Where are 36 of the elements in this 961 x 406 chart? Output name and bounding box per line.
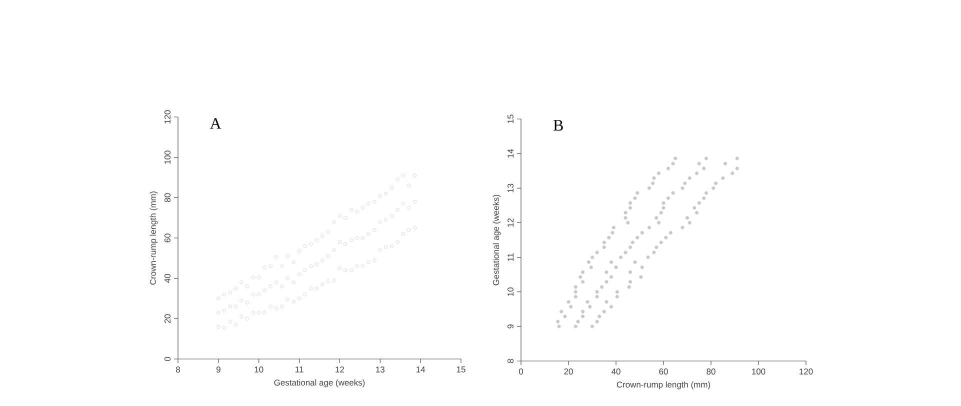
x-tick-label: 12 bbox=[336, 366, 344, 372]
x-tick-label: 10 bbox=[254, 366, 264, 373]
y-tick-label: 8 bbox=[508, 359, 514, 363]
y-tick-label: 40 bbox=[164, 274, 170, 283]
x-tick-label: 9 bbox=[216, 366, 220, 373]
x-tick-label: 14 bbox=[416, 366, 426, 372]
y-tick-label: 100 bbox=[164, 150, 170, 164]
y-tick-label: 0 bbox=[164, 356, 170, 362]
y-tick-label: 15 bbox=[508, 114, 514, 124]
x-tick-label: 0 bbox=[518, 368, 524, 375]
y-tick-label: 120 bbox=[164, 110, 170, 124]
annotation: B bbox=[553, 120, 563, 131]
y-tick-label: 12 bbox=[508, 218, 514, 227]
y-tick-label: 10 bbox=[508, 287, 514, 296]
x-tick-label: 20 bbox=[564, 368, 573, 375]
x-axis-title: Crown-rump length (mm) bbox=[616, 381, 710, 390]
y-tick-label: 11 bbox=[508, 253, 514, 262]
y-tick-label: 13 bbox=[508, 184, 514, 192]
x-tick-label: 60 bbox=[659, 368, 668, 375]
x-tick-label: 15 bbox=[456, 366, 466, 372]
y-axis-title: Gestational age (weeks) bbox=[492, 194, 501, 286]
x-tick-label: 120 bbox=[800, 368, 813, 375]
y-tick-label: 80 bbox=[164, 193, 170, 202]
x-axis-title: Gestational age (weeks) bbox=[274, 379, 365, 388]
x-tick-label: 8 bbox=[176, 366, 180, 373]
y-tick-label: 60 bbox=[164, 234, 170, 242]
x-tick-label: 11 bbox=[296, 366, 304, 372]
x-tick-label: 100 bbox=[752, 368, 766, 375]
x-tick-label: 40 bbox=[611, 368, 620, 375]
y-tick-label: 9 bbox=[508, 324, 514, 328]
y-tick-label: 14 bbox=[508, 149, 514, 158]
y-axis-title: Crown-rump length (mm) bbox=[150, 191, 158, 285]
y-tick-label: 20 bbox=[164, 314, 170, 323]
x-tick-label: 80 bbox=[706, 368, 716, 375]
annotation: A bbox=[210, 118, 222, 129]
x-tick-label: 13 bbox=[376, 366, 384, 373]
